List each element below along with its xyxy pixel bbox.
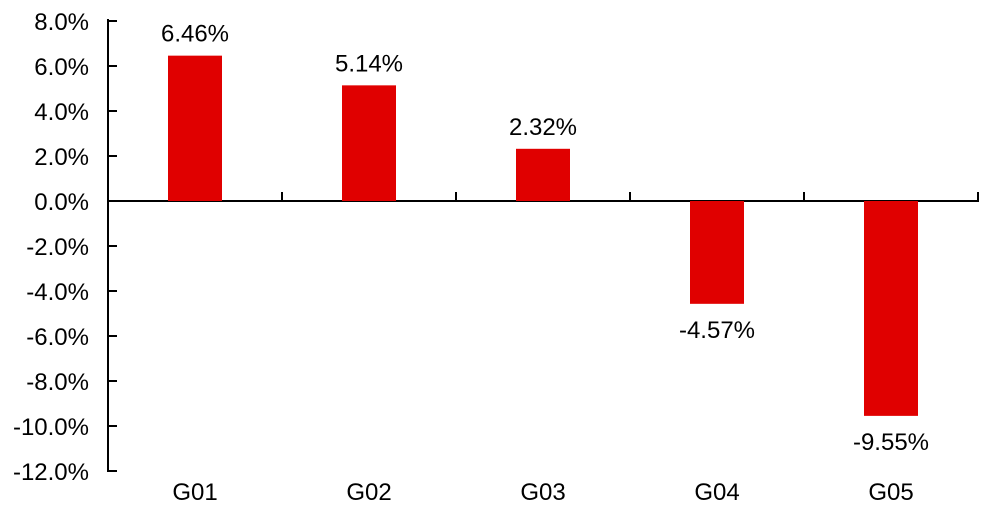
bar-g05 xyxy=(864,201,918,416)
y-axis-tick-label: -4.0% xyxy=(26,279,89,306)
bar-value-label: 2.32% xyxy=(509,114,577,141)
bar-g03 xyxy=(516,148,570,201)
x-axis-category-label: G01 xyxy=(172,479,217,506)
bar-value-label: -9.55% xyxy=(853,429,929,456)
bar-value-label: 5.14% xyxy=(335,50,403,77)
x-axis-category-label: G05 xyxy=(868,479,913,506)
x-axis-category-label: G04 xyxy=(694,479,739,506)
y-axis-tick-label: -10.0% xyxy=(13,414,89,441)
bar-g04 xyxy=(690,201,744,304)
bar-g02 xyxy=(342,85,396,201)
y-axis-tick-label: 8.0% xyxy=(34,9,89,36)
y-axis-tick-label: 4.0% xyxy=(34,99,89,126)
y-axis-tick-label: -8.0% xyxy=(26,369,89,396)
bar-value-label: -4.57% xyxy=(679,317,755,344)
y-axis-tick-label: 6.0% xyxy=(34,54,89,81)
x-axis-category-label: G03 xyxy=(520,479,565,506)
y-axis-tick-label: 0.0% xyxy=(34,189,89,216)
y-axis-tick-label: -6.0% xyxy=(26,324,89,351)
bar-value-label: 6.46% xyxy=(161,21,229,48)
y-axis-tick-label: -12.0% xyxy=(13,459,89,486)
bar-g01 xyxy=(168,55,222,202)
y-axis-tick-label: 2.0% xyxy=(34,144,89,171)
x-axis-category-label: G02 xyxy=(346,479,391,506)
y-axis-tick-label: -2.0% xyxy=(26,234,89,261)
